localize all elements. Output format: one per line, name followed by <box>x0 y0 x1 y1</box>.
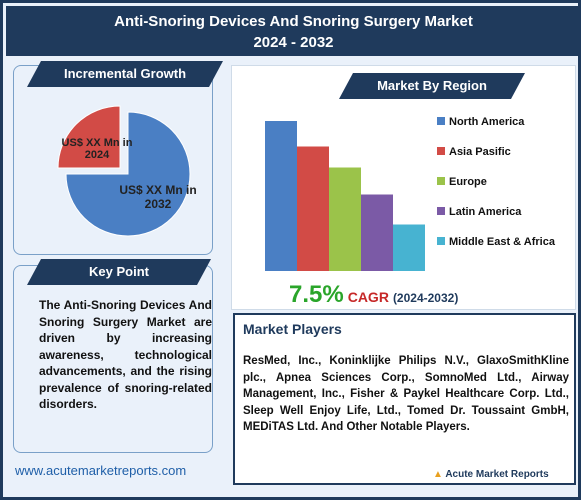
pie-slice-2032 <box>65 111 191 237</box>
legend-label: Latin America <box>449 206 522 218</box>
logo: ▲ Acute Market Reports <box>433 469 549 480</box>
pie-label-2024: US$ XX Mn in 2024 <box>61 137 133 161</box>
cagr-value: 7.5% <box>289 281 344 308</box>
bar-north-america <box>265 121 297 271</box>
title-line-2: 2024 - 2032 <box>253 34 334 51</box>
bar-asia-pasific <box>297 146 329 271</box>
legend-label: Asia Pasific <box>449 146 511 158</box>
page-title: Anti-Snoring Devices And Snoring Surgery… <box>6 6 581 56</box>
cagr-period: (2024-2032) <box>392 291 459 305</box>
key-point-heading: Key Point <box>27 259 211 285</box>
title-line-1: Anti-Snoring Devices And Snoring Surgery… <box>114 13 473 30</box>
legend-swatch <box>437 147 445 155</box>
incremental-growth-heading: Incremental Growth <box>27 61 223 87</box>
incremental-growth-pie <box>57 105 191 237</box>
bar-latin-america <box>361 194 393 271</box>
cagr-readout: 7.5% CAGR (2024-2032) <box>289 281 458 309</box>
pie-label-2032: US$ XX Mn in 2032 <box>119 183 197 211</box>
key-point-text: The Anti-Snoring Devices And Snoring Sur… <box>39 298 212 411</box>
website-link[interactable]: www.acutemarketreports.com <box>15 463 187 478</box>
market-players-panel: Market Players ResMed, Inc., Koninklijke… <box>233 313 576 485</box>
pie-slice-2024 <box>57 105 121 169</box>
legend-swatch <box>437 237 445 245</box>
legend-label: Middle East & Africa <box>449 236 556 248</box>
key-point-panel <box>13 265 213 453</box>
bar-middle-east-africa <box>393 224 425 271</box>
legend-swatch <box>437 177 445 185</box>
logo-text: Acute Market Reports <box>445 469 549 480</box>
legend-label: North America <box>449 116 525 128</box>
bar-europe <box>329 167 361 271</box>
legend-label: Europe <box>449 176 487 188</box>
logo-icon: ▲ <box>433 469 443 480</box>
region-heading: Market By Region <box>339 73 525 99</box>
legend-swatch <box>437 207 445 215</box>
legend-swatch <box>437 117 445 125</box>
cagr-label: CAGR <box>347 289 389 305</box>
market-players-text: ResMed, Inc., Koninklijke Philips N.V., … <box>243 355 569 433</box>
market-players-heading: Market Players <box>243 321 342 337</box>
region-bar-chart: North America Asia Pasific Europe Latin Ame… <box>265 116 556 271</box>
